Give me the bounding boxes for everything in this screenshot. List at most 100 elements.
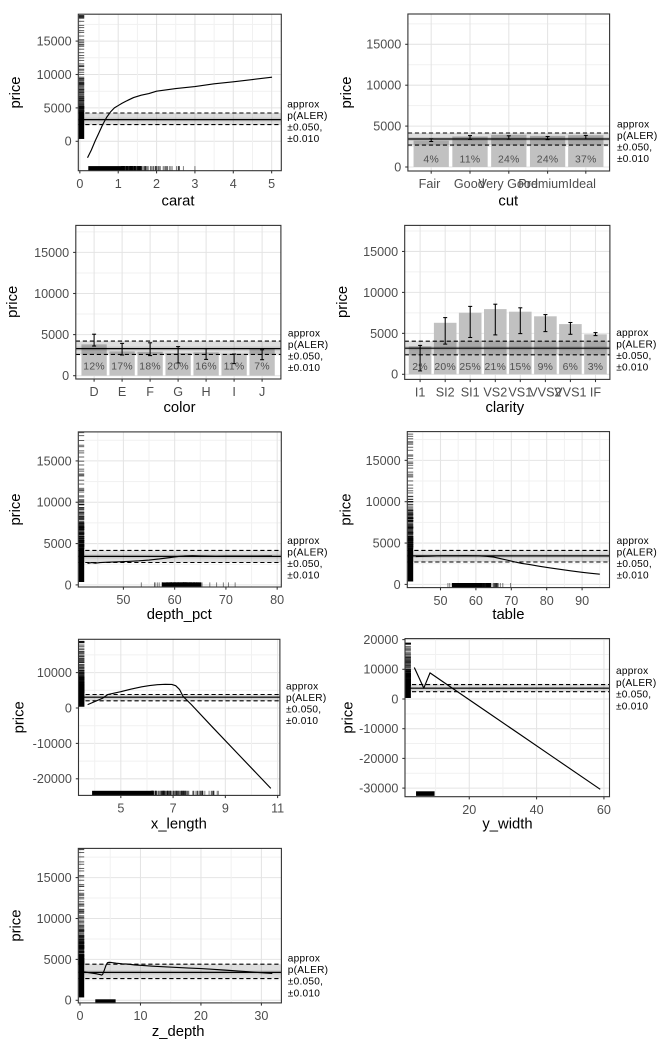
svg-text:0: 0	[65, 135, 72, 149]
svg-text:18%: 18%	[139, 362, 161, 373]
svg-text:approx: approx	[288, 328, 320, 339]
svg-text:±0.010: ±0.010	[616, 702, 648, 713]
svg-text:price: price	[339, 76, 355, 108]
svg-text:15%: 15%	[509, 362, 531, 373]
svg-text:11: 11	[271, 802, 284, 816]
svg-text:20%: 20%	[167, 362, 189, 373]
svg-text:J: J	[259, 385, 265, 399]
svg-text:±0.010: ±0.010	[617, 570, 649, 581]
svg-text:80: 80	[270, 593, 284, 607]
svg-text:G: G	[173, 385, 183, 399]
svg-text:±0.050,: ±0.050,	[288, 977, 323, 988]
svg-text:5000: 5000	[370, 327, 398, 341]
svg-text:80: 80	[540, 594, 554, 608]
svg-text:-20000: -20000	[33, 772, 72, 786]
svg-text:0: 0	[76, 177, 83, 191]
svg-text:20: 20	[194, 1009, 208, 1023]
svg-text:1: 1	[115, 177, 122, 191]
svg-text:11%: 11%	[460, 155, 481, 166]
svg-text:50: 50	[433, 594, 447, 608]
svg-text:p(ALER): p(ALER)	[617, 547, 657, 558]
svg-text:±0.010: ±0.010	[288, 363, 320, 374]
svg-text:clarity: clarity	[485, 400, 524, 416]
svg-text:depth_pct: depth_pct	[147, 607, 212, 623]
svg-text:p(ALER): p(ALER)	[288, 965, 328, 976]
svg-text:I1: I1	[415, 386, 426, 400]
svg-text:price: price	[8, 910, 24, 942]
svg-text:carat: carat	[162, 194, 195, 210]
svg-text:-10000: -10000	[33, 737, 72, 751]
svg-text:5000: 5000	[373, 120, 401, 134]
svg-text:±0.010: ±0.010	[288, 989, 320, 1000]
svg-text:15000: 15000	[34, 246, 69, 260]
svg-text:Very Good: Very Good	[478, 177, 538, 191]
svg-text:±0.050,: ±0.050,	[287, 122, 322, 133]
svg-text:15000: 15000	[363, 245, 398, 259]
svg-text:10: 10	[133, 1009, 147, 1023]
svg-text:60: 60	[469, 594, 483, 608]
svg-text:p(ALER): p(ALER)	[288, 340, 328, 351]
svg-text:x_length: x_length	[151, 816, 207, 832]
svg-text:±0.050,: ±0.050,	[616, 351, 651, 362]
svg-text:approx: approx	[617, 119, 649, 130]
svg-text:15000: 15000	[366, 454, 401, 468]
svg-text:4%: 4%	[423, 155, 439, 166]
svg-text:15000: 15000	[37, 871, 72, 885]
svg-text:10000: 10000	[366, 495, 401, 509]
svg-text:37%: 37%	[575, 155, 597, 166]
svg-text:3%: 3%	[588, 362, 604, 373]
svg-text:10000: 10000	[37, 68, 72, 82]
svg-text:-10000: -10000	[359, 722, 398, 736]
svg-text:15000: 15000	[366, 38, 401, 52]
svg-text:z_depth: z_depth	[152, 1024, 205, 1040]
svg-text:30: 30	[254, 1009, 268, 1023]
svg-text:SI1: SI1	[461, 386, 480, 400]
svg-text:price: price	[5, 286, 21, 318]
svg-text:0: 0	[391, 692, 398, 706]
svg-text:VVS1: VVS1	[554, 386, 586, 400]
svg-text:p(ALER): p(ALER)	[617, 131, 657, 142]
svg-text:D: D	[90, 385, 99, 399]
svg-text:cut: cut	[498, 194, 518, 210]
svg-text:approx: approx	[616, 666, 648, 677]
svg-text:VS2: VS2	[483, 386, 507, 400]
svg-text:price: price	[8, 493, 24, 525]
svg-text:E: E	[118, 385, 126, 399]
svg-text:70: 70	[504, 594, 518, 608]
svg-text:10000: 10000	[37, 912, 72, 926]
svg-text:9: 9	[222, 802, 229, 816]
svg-text:±0.050,: ±0.050,	[287, 559, 322, 570]
svg-text:5000: 5000	[373, 536, 401, 550]
svg-text:25%: 25%	[459, 362, 481, 373]
svg-text:p(ALER): p(ALER)	[286, 693, 326, 704]
svg-text:-20000: -20000	[359, 752, 398, 766]
svg-text:approx: approx	[286, 682, 318, 693]
svg-text:0: 0	[65, 578, 72, 592]
svg-text:approx: approx	[288, 954, 320, 965]
svg-text:10000: 10000	[363, 286, 398, 300]
svg-text:p(ALER): p(ALER)	[287, 548, 327, 559]
svg-text:price: price	[339, 494, 355, 526]
svg-text:17%: 17%	[111, 362, 133, 373]
svg-text:60: 60	[597, 803, 611, 817]
svg-text:10000: 10000	[366, 79, 401, 93]
svg-text:y_width: y_width	[482, 816, 532, 832]
svg-text:6%: 6%	[563, 362, 579, 373]
svg-text:table: table	[492, 607, 524, 623]
svg-text:5000: 5000	[44, 537, 72, 551]
svg-text:70: 70	[219, 593, 233, 607]
svg-text:H: H	[202, 385, 211, 399]
svg-text:10000: 10000	[37, 496, 72, 510]
svg-text:±0.050,: ±0.050,	[288, 351, 323, 362]
svg-text:0: 0	[62, 369, 69, 383]
svg-text:Premium: Premium	[518, 177, 568, 191]
svg-text:±0.010: ±0.010	[617, 154, 649, 165]
svg-text:Good: Good	[454, 177, 485, 191]
svg-text:0: 0	[394, 160, 401, 174]
svg-text:p(ALER): p(ALER)	[287, 111, 327, 122]
svg-text:9%: 9%	[538, 362, 554, 373]
svg-text:24%: 24%	[498, 155, 520, 166]
svg-text:p(ALER): p(ALER)	[616, 678, 656, 689]
svg-text:21%: 21%	[484, 362, 506, 373]
svg-text:price: price	[341, 702, 357, 734]
